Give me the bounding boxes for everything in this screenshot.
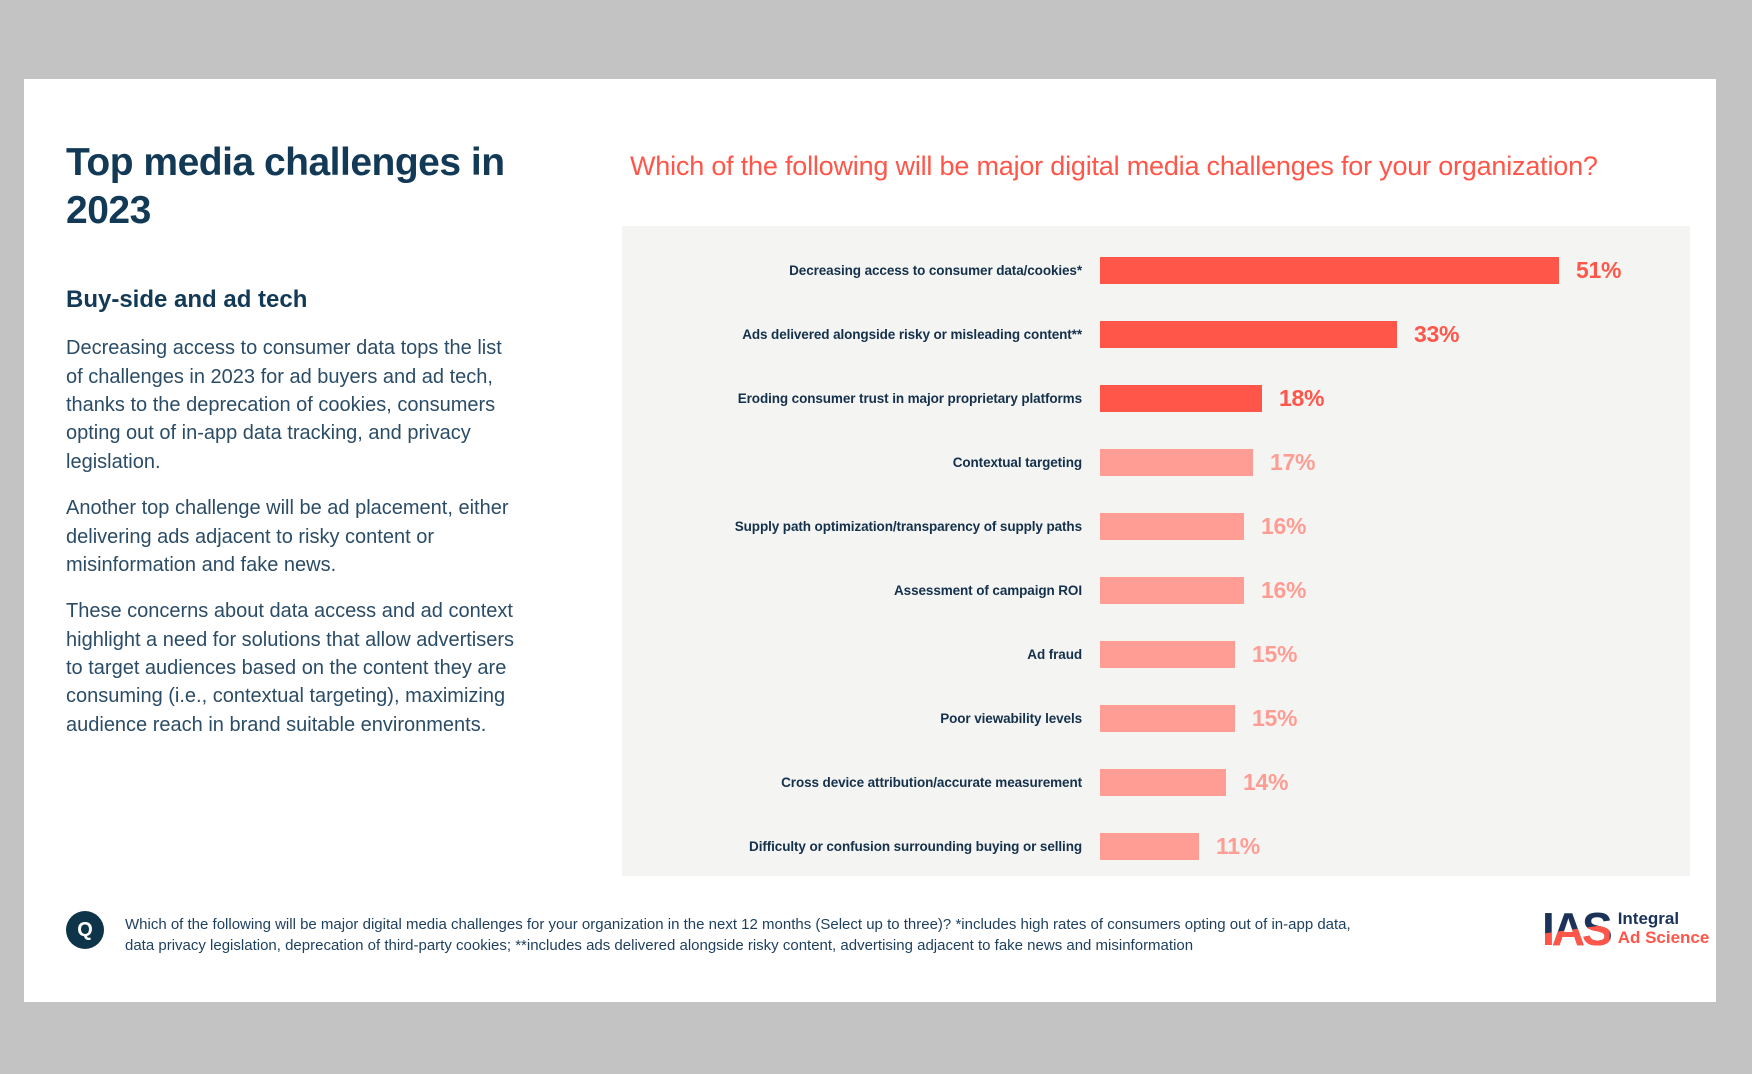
chart-rows: Decreasing access to consumer data/cooki… [622,238,1690,878]
chart-bar [1100,448,1253,476]
left-column: Top media challenges in 2023 Buy-side an… [66,139,522,757]
chart-category-label: Ads delivered alongside risky or mislead… [742,326,1082,342]
chart-row: Supply path optimization/transparency of… [622,494,1690,558]
chart-row: Ads delivered alongside risky or mislead… [622,302,1690,366]
chart-bar [1100,640,1235,668]
chart-bar [1100,320,1397,348]
ias-logo-line2: Ad Science [1617,928,1710,947]
chart-value-label: 15% [1252,704,1298,731]
chart-bar [1100,768,1226,796]
chart-bar [1100,576,1244,604]
chart-bar [1100,832,1199,860]
chart-question-title: Which of the following will be major dig… [630,151,1598,181]
chart-category-label: Assessment of campaign ROI [894,582,1082,598]
chart-value-label: 18% [1279,384,1325,411]
section-subtitle: Buy-side and ad tech [66,286,308,314]
chart-category-label: Poor viewability levels [940,710,1082,726]
ias-logo: IAS IAS Integral Ad Science [1542,905,1709,953]
question-badge: Q [66,911,104,949]
chart-value-label: 16% [1261,576,1307,603]
slide-card: Top media challenges in 2023 Buy-side an… [24,79,1716,1002]
body-paragraph: These concerns about data access and ad … [66,600,515,736]
chart-category-label: Difficulty or confusion surrounding buyi… [749,838,1082,854]
chart-value-label: 14% [1243,768,1289,795]
chart-row: Poor viewability levels 15% [622,686,1690,750]
chart-panel: Decreasing access to consumer data/cooki… [622,226,1690,876]
chart-value-label: 33% [1414,320,1460,347]
chart-row: Eroding consumer trust in major propriet… [622,366,1690,430]
ias-logo-wordmark: Integral Ad Science [1618,910,1710,947]
ias-logo-mark: IAS IAS [1542,903,1613,955]
body-paragraph: Decreasing access to consumer data tops … [66,337,502,473]
chart-category-label: Supply path optimization/transparency of… [734,518,1082,534]
body-paragraph: Another top challenge will be ad placeme… [66,497,509,576]
chart-category-label: Eroding consumer trust in major propriet… [737,390,1082,406]
chart-value-label: 15% [1252,640,1298,667]
chart-bar [1100,256,1559,284]
chart-bar [1100,384,1262,412]
body-copy: Decreasing access to consumer data tops … [66,334,522,739]
chart-value-label: 51% [1576,256,1622,283]
chart-value-label: 11% [1216,832,1260,859]
chart-row: Difficulty or confusion surrounding buyi… [622,814,1690,878]
chart-category-label: Ad fraud [1027,646,1082,662]
chart-category-label: Decreasing access to consumer data/cooki… [789,262,1082,278]
chart-row: Assessment of campaign ROI 16% [622,558,1690,622]
chart-value-label: 16% [1261,512,1307,539]
chart-bar [1100,704,1235,732]
chart-bar [1100,512,1244,540]
chart-category-label: Cross device attribution/accurate measur… [781,774,1082,790]
chart-value-label: 17% [1270,448,1316,475]
chart-category-label: Contextual targeting [952,454,1082,470]
page-title: Top media challenges in 2023 [66,141,505,232]
chart-row: Cross device attribution/accurate measur… [622,750,1690,814]
ias-logo-line1: Integral [1617,909,1680,929]
chart-row: Ad fraud 15% [622,622,1690,686]
footnote-text: Which of the following will be major dig… [125,916,1351,954]
chart-row: Decreasing access to consumer data/cooki… [622,238,1690,302]
chart-row: Contextual targeting 17% [622,430,1690,494]
ias-logo-acronym: IAS [1542,903,1613,955]
